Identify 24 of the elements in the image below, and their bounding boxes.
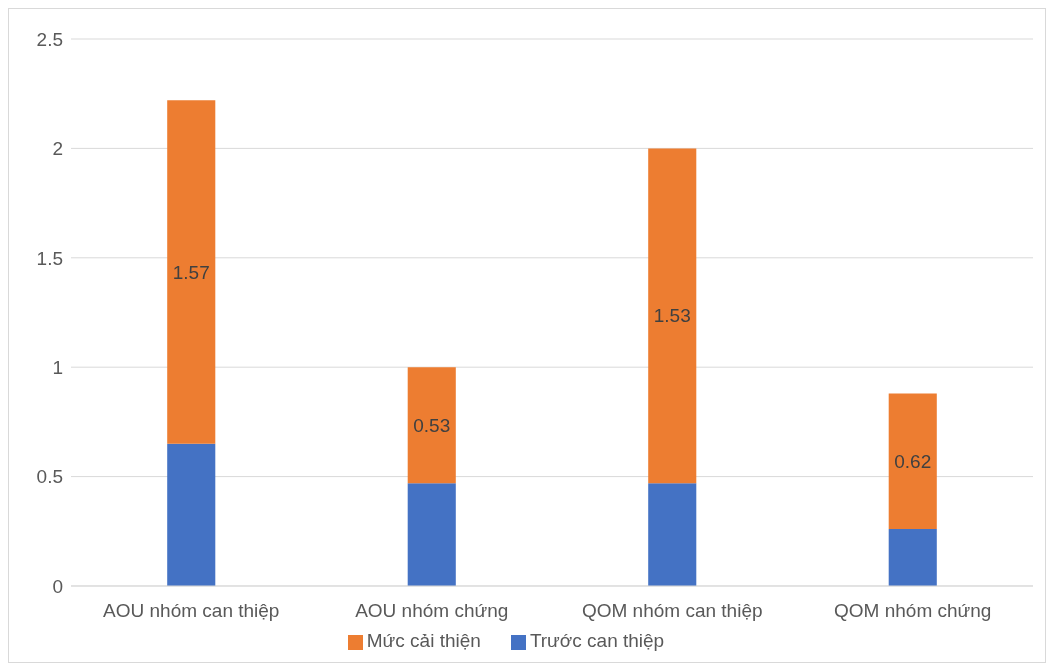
legend-label: Trước can thiệp xyxy=(529,630,665,651)
data-label: 1.53 xyxy=(653,305,691,327)
data-label: 0.62 xyxy=(894,450,932,472)
data-label: 1.57 xyxy=(172,261,210,283)
y-tick-label: 1 xyxy=(52,356,63,378)
y-tick-label: 2.5 xyxy=(36,28,63,50)
bar xyxy=(407,367,456,484)
y-tick-label: 0.5 xyxy=(36,466,63,488)
bar xyxy=(888,393,937,530)
data-label: 0.53 xyxy=(413,414,451,436)
x-tick-label: QOM nhóm can thiệp xyxy=(581,600,763,622)
y-tick-label: 0 xyxy=(52,575,63,597)
y-tick-label: 1.5 xyxy=(36,247,63,269)
bar xyxy=(167,443,216,586)
x-tick-label: AOU nhóm chứng xyxy=(355,600,509,622)
bar xyxy=(888,529,937,586)
bar xyxy=(648,148,697,484)
bar xyxy=(648,483,697,586)
legend-label: Mức cải thiện xyxy=(366,630,481,651)
x-tick-label: QOM nhóm chứng xyxy=(834,600,992,622)
bar xyxy=(407,483,456,586)
y-tick-label: 2 xyxy=(52,138,63,160)
x-tick-label: AOU nhóm can thiệp xyxy=(103,600,280,622)
bar xyxy=(167,100,216,444)
